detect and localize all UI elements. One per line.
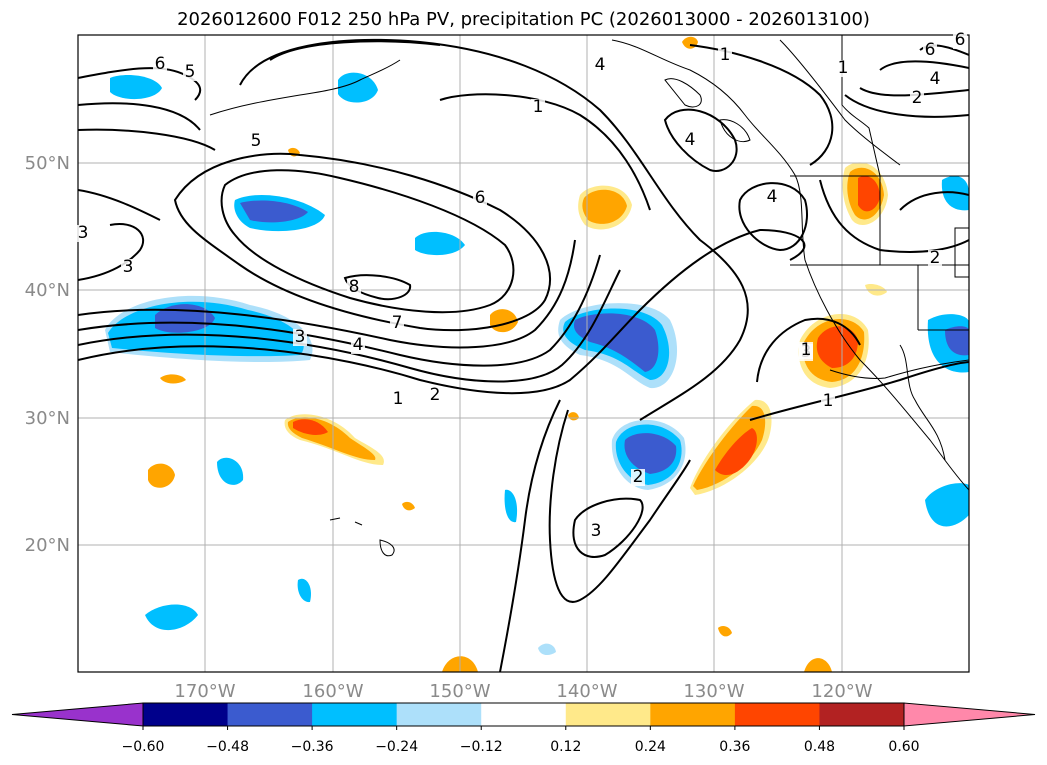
pv-contour-label-bg bbox=[593, 57, 607, 74]
map-plot-area bbox=[77, 34, 970, 673]
pv-contour-label: 4 bbox=[595, 55, 606, 75]
pv-contour-label: 4 bbox=[685, 130, 696, 150]
longitude-label: 120°W bbox=[811, 681, 872, 702]
pv-contour-label-bg bbox=[428, 387, 442, 404]
colorbar-segment bbox=[650, 703, 736, 726]
pv-contour-label: 1 bbox=[393, 389, 404, 409]
gridlines bbox=[78, 35, 969, 672]
pv-contour-label-bg bbox=[631, 469, 645, 486]
pv-contour-label: 6 bbox=[155, 54, 166, 74]
pv-contour-label-bg bbox=[391, 391, 405, 408]
pv-contour-label: 5 bbox=[185, 62, 196, 82]
pv-contour-label-bg bbox=[821, 393, 835, 410]
colorbar: −0.60 −0.48 −0.36 −0.24 −0.12 0.12 0.24 0.36 0.4… bbox=[11, 702, 1036, 755]
latitude-label: 30°N bbox=[25, 408, 70, 429]
pv-contour-label-bg bbox=[183, 64, 197, 81]
colorbar-segment bbox=[396, 703, 482, 726]
pv-contour-label-bg bbox=[473, 190, 487, 207]
pv-contour-label: 1 bbox=[533, 97, 544, 117]
pv-contour-label-bg bbox=[718, 47, 732, 64]
colorbar-segment bbox=[565, 703, 651, 726]
colorbar-tick-label: −0.24 bbox=[375, 739, 418, 755]
pv-contour-label: 2 bbox=[633, 467, 644, 487]
pv-contour-labels: 1234567814146561234123312346 bbox=[76, 30, 967, 541]
map-title: 2026012600 F012 250 hPa PV, precipitatio… bbox=[177, 9, 870, 30]
pv-contour-label: 2 bbox=[430, 385, 441, 405]
pv-contour-label-bg bbox=[153, 56, 167, 73]
pv-contour-label-bg bbox=[683, 132, 697, 149]
longitude-label: 140°W bbox=[556, 681, 617, 702]
pv-contour-label: 1 bbox=[720, 45, 731, 65]
longitude-label: 170°W bbox=[174, 681, 235, 702]
colorbar-tick-label: 0.60 bbox=[888, 739, 919, 755]
colorbar-high-extension bbox=[903, 702, 1036, 727]
pv-contour-label: 2 bbox=[912, 88, 923, 108]
pv-contour-label: 8 bbox=[349, 277, 360, 297]
pv-contour-label: 1 bbox=[823, 391, 834, 411]
pv-contour-label: 3 bbox=[78, 223, 89, 243]
pv-contour-label: 4 bbox=[930, 69, 941, 89]
pv-contour-label-bg bbox=[589, 523, 603, 540]
pv-contour-label: 1 bbox=[838, 58, 849, 78]
pv-contour-label: 4 bbox=[353, 335, 364, 355]
pv-contour-label: 7 bbox=[392, 313, 403, 333]
pv-contour-label-bg bbox=[249, 133, 263, 150]
latitude-label: 50°N bbox=[25, 153, 70, 174]
pv-contour-label: 3 bbox=[123, 257, 134, 277]
latitude-label: 20°N bbox=[25, 535, 70, 556]
pv-contour-label-bg bbox=[799, 342, 813, 359]
pv-contour-label: 1 bbox=[801, 340, 812, 360]
pv-contour-label-bg bbox=[293, 329, 307, 346]
colorbar-segment bbox=[734, 703, 820, 726]
colorbar-segment bbox=[481, 703, 567, 726]
longitude-label: 150°W bbox=[429, 681, 490, 702]
longitude-labels: 170°W 160°W 150°W 140°W 130°W 120°W bbox=[174, 681, 872, 702]
latitude-labels: 50°N 40°N 30°N 20°N bbox=[25, 153, 70, 556]
colorbar-segment bbox=[819, 703, 905, 726]
pv-contours bbox=[78, 38, 969, 672]
pv-contour-label: 3 bbox=[295, 327, 306, 347]
pv-contour-label: 3 bbox=[591, 521, 602, 541]
pv-contour-label-bg bbox=[923, 42, 937, 59]
pv-contour-label-bg bbox=[836, 60, 850, 77]
pv-contour-label-bg bbox=[953, 32, 967, 49]
pv-contour-label-bg bbox=[351, 337, 365, 354]
colorbar-outline bbox=[142, 702, 905, 727]
pv-contour-label: 5 bbox=[251, 131, 262, 151]
pv-contour-label: 6 bbox=[475, 188, 486, 208]
colorbar-tick-label: 0.48 bbox=[804, 739, 835, 755]
colorbar-segment bbox=[143, 703, 229, 726]
pv-contour-label-bg bbox=[910, 90, 924, 107]
pv-contour-label: 6 bbox=[925, 40, 936, 60]
pv-contour-label-bg bbox=[390, 315, 404, 332]
pv-contour-label-bg bbox=[928, 71, 942, 88]
pv-contour-label: 2 bbox=[930, 248, 941, 268]
colorbar-tick-label: −0.60 bbox=[122, 739, 165, 755]
colorbar-segment bbox=[312, 703, 398, 726]
precip-shading bbox=[105, 36, 969, 672]
pv-contour-label-bg bbox=[121, 259, 135, 276]
colorbar-low-extension bbox=[11, 702, 144, 727]
pv-contour-label: 4 bbox=[767, 187, 778, 207]
coastlines bbox=[209, 35, 969, 557]
colorbar-tick-label: −0.36 bbox=[291, 739, 334, 755]
colorbar-tick-label: −0.48 bbox=[206, 739, 249, 755]
colorbar-tick-label: 0.36 bbox=[719, 739, 750, 755]
pv-contour-label-bg bbox=[347, 279, 361, 296]
longitude-label: 130°W bbox=[683, 681, 744, 702]
colorbar-segment bbox=[227, 703, 313, 726]
pv-contour-label-bg bbox=[76, 225, 90, 242]
colorbar-tick-label: 0.24 bbox=[635, 739, 666, 755]
pv-contour-label: 6 bbox=[955, 30, 966, 50]
pv-contour-label-bg bbox=[531, 99, 545, 116]
colorbar-tick-label: −0.12 bbox=[460, 739, 503, 755]
latitude-label: 40°N bbox=[25, 280, 70, 301]
longitude-label: 160°W bbox=[302, 681, 363, 702]
pv-contour-label-bg bbox=[928, 250, 942, 267]
pv-contour-label-bg bbox=[765, 189, 779, 206]
colorbar-tick-label: 0.12 bbox=[550, 739, 581, 755]
